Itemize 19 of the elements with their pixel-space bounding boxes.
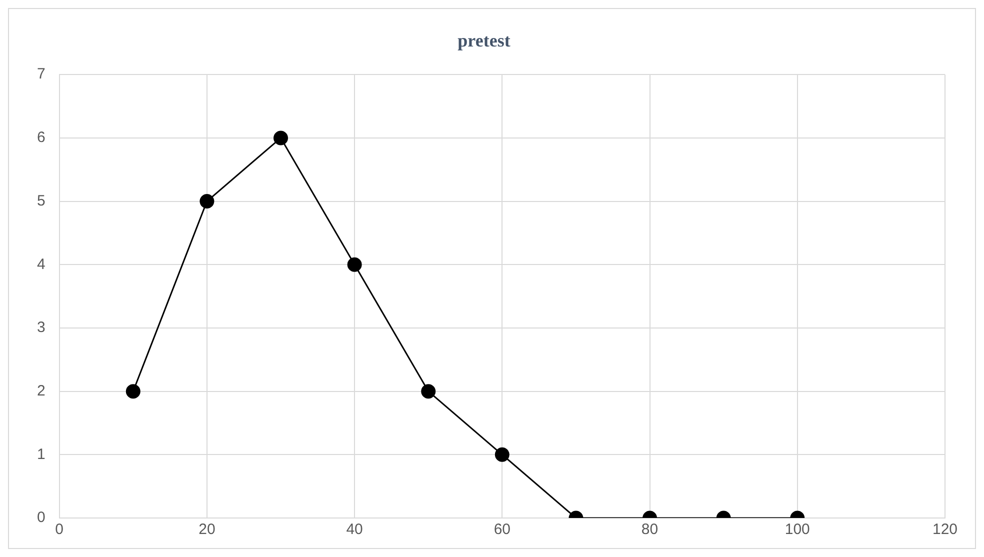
y-tick-label: 0 (37, 509, 46, 526)
point (200, 194, 214, 209)
chart-title: pretest (458, 30, 510, 50)
y-tick-label: 6 (37, 129, 46, 146)
point (274, 130, 288, 146)
y-tick-label: 7 (37, 66, 46, 83)
x-tick-label: 120 (932, 521, 958, 538)
y-tick-label: 1 (37, 446, 46, 463)
x-tick-label: 60 (494, 521, 511, 538)
x-tick-label: 80 (641, 521, 658, 538)
y-tick-label: 3 (37, 319, 46, 336)
x-tick-label: 0 (55, 521, 64, 538)
x-tick-label: 20 (198, 521, 216, 538)
y-tick-label: 5 (37, 192, 46, 210)
y-tick-label: 4 (37, 256, 46, 273)
y-tick-label: 2 (37, 382, 46, 400)
point (347, 257, 362, 272)
x-tick-label: 100 (784, 521, 810, 538)
x-tick-label: 40 (346, 521, 363, 538)
